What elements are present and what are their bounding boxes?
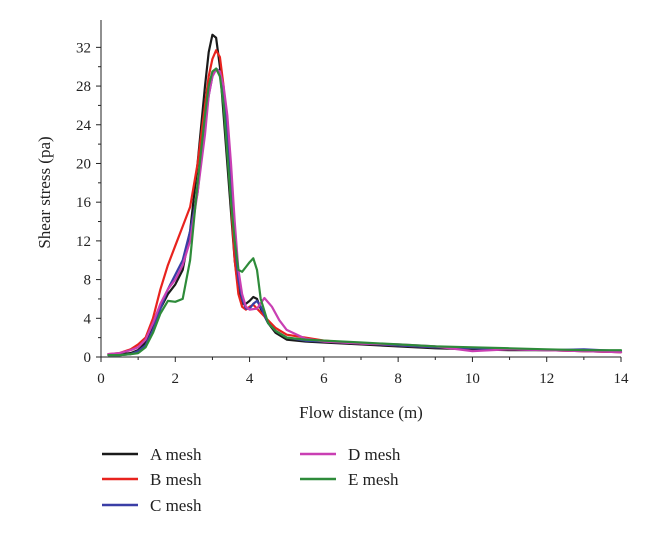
x-tick-label: 6	[320, 371, 328, 387]
x-tick-label: 10	[465, 371, 480, 387]
x-tick-label: 0	[97, 371, 105, 387]
series-line-a-mesh	[107, 33, 623, 356]
series-line-b-mesh	[107, 49, 623, 356]
x-tick-label: 8	[394, 371, 402, 387]
y-axis-title: Shear stress (pa)	[35, 136, 54, 248]
y-tick-label: 24	[76, 118, 92, 134]
series-line-e-mesh	[107, 67, 623, 357]
y-tick-label: 16	[76, 195, 92, 211]
x-tick-label: 14	[614, 371, 630, 387]
legend: A mesh B mesh C mesh D mesh E mesh	[102, 445, 401, 515]
legend-label-e-mesh: E mesh	[348, 470, 399, 489]
y-tick-label: 8	[84, 273, 92, 289]
y-tick-label: 0	[84, 350, 92, 366]
y-tick-label: 12	[76, 234, 91, 250]
y-tick-label: 28	[76, 79, 91, 95]
x-tick-label: 4	[246, 371, 254, 387]
y-tick-label: 32	[76, 40, 91, 56]
legend-label-b-mesh: B mesh	[150, 470, 202, 489]
series-lines	[107, 33, 623, 357]
series-line-c-mesh	[107, 67, 623, 357]
y-tick-label: 4	[84, 311, 92, 327]
y-tick-label: 20	[76, 156, 91, 172]
series-line-d-mesh	[107, 68, 623, 356]
legend-label-d-mesh: D mesh	[348, 445, 401, 464]
legend-label-a-mesh: A mesh	[150, 445, 202, 464]
x-tick-label: 2	[172, 371, 180, 387]
x-axis-title: Flow distance (m)	[299, 403, 423, 422]
legend-label-c-mesh: C mesh	[150, 496, 202, 515]
x-tick-label: 12	[539, 371, 554, 387]
